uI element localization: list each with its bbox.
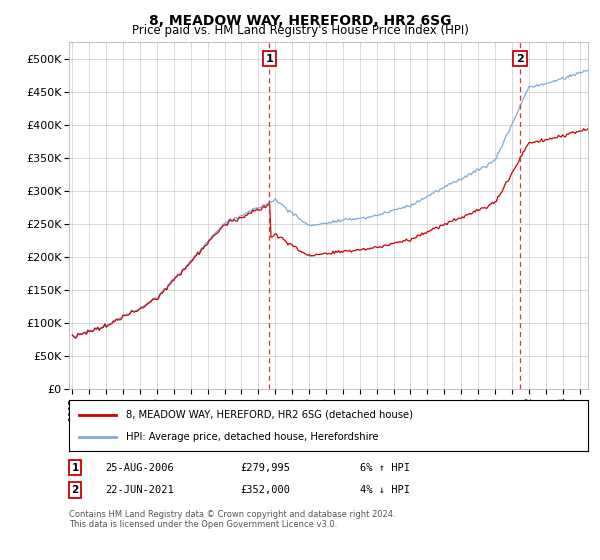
Text: 8, MEADOW WAY, HEREFORD, HR2 6SG (detached house): 8, MEADOW WAY, HEREFORD, HR2 6SG (detach… <box>126 409 413 419</box>
Text: 2: 2 <box>516 54 524 63</box>
Text: HPI: Average price, detached house, Herefordshire: HPI: Average price, detached house, Here… <box>126 432 379 442</box>
Text: Price paid vs. HM Land Registry's House Price Index (HPI): Price paid vs. HM Land Registry's House … <box>131 24 469 37</box>
Text: Contains HM Land Registry data © Crown copyright and database right 2024.
This d: Contains HM Land Registry data © Crown c… <box>69 510 395 529</box>
Text: 22-JUN-2021: 22-JUN-2021 <box>105 485 174 495</box>
Text: £279,995: £279,995 <box>240 463 290 473</box>
Text: 2: 2 <box>71 485 79 495</box>
Text: 6% ↑ HPI: 6% ↑ HPI <box>360 463 410 473</box>
Text: 1: 1 <box>71 463 79 473</box>
Text: £352,000: £352,000 <box>240 485 290 495</box>
Text: 1: 1 <box>265 54 273 63</box>
Text: 25-AUG-2006: 25-AUG-2006 <box>105 463 174 473</box>
Text: 8, MEADOW WAY, HEREFORD, HR2 6SG: 8, MEADOW WAY, HEREFORD, HR2 6SG <box>149 14 451 28</box>
Text: 4% ↓ HPI: 4% ↓ HPI <box>360 485 410 495</box>
